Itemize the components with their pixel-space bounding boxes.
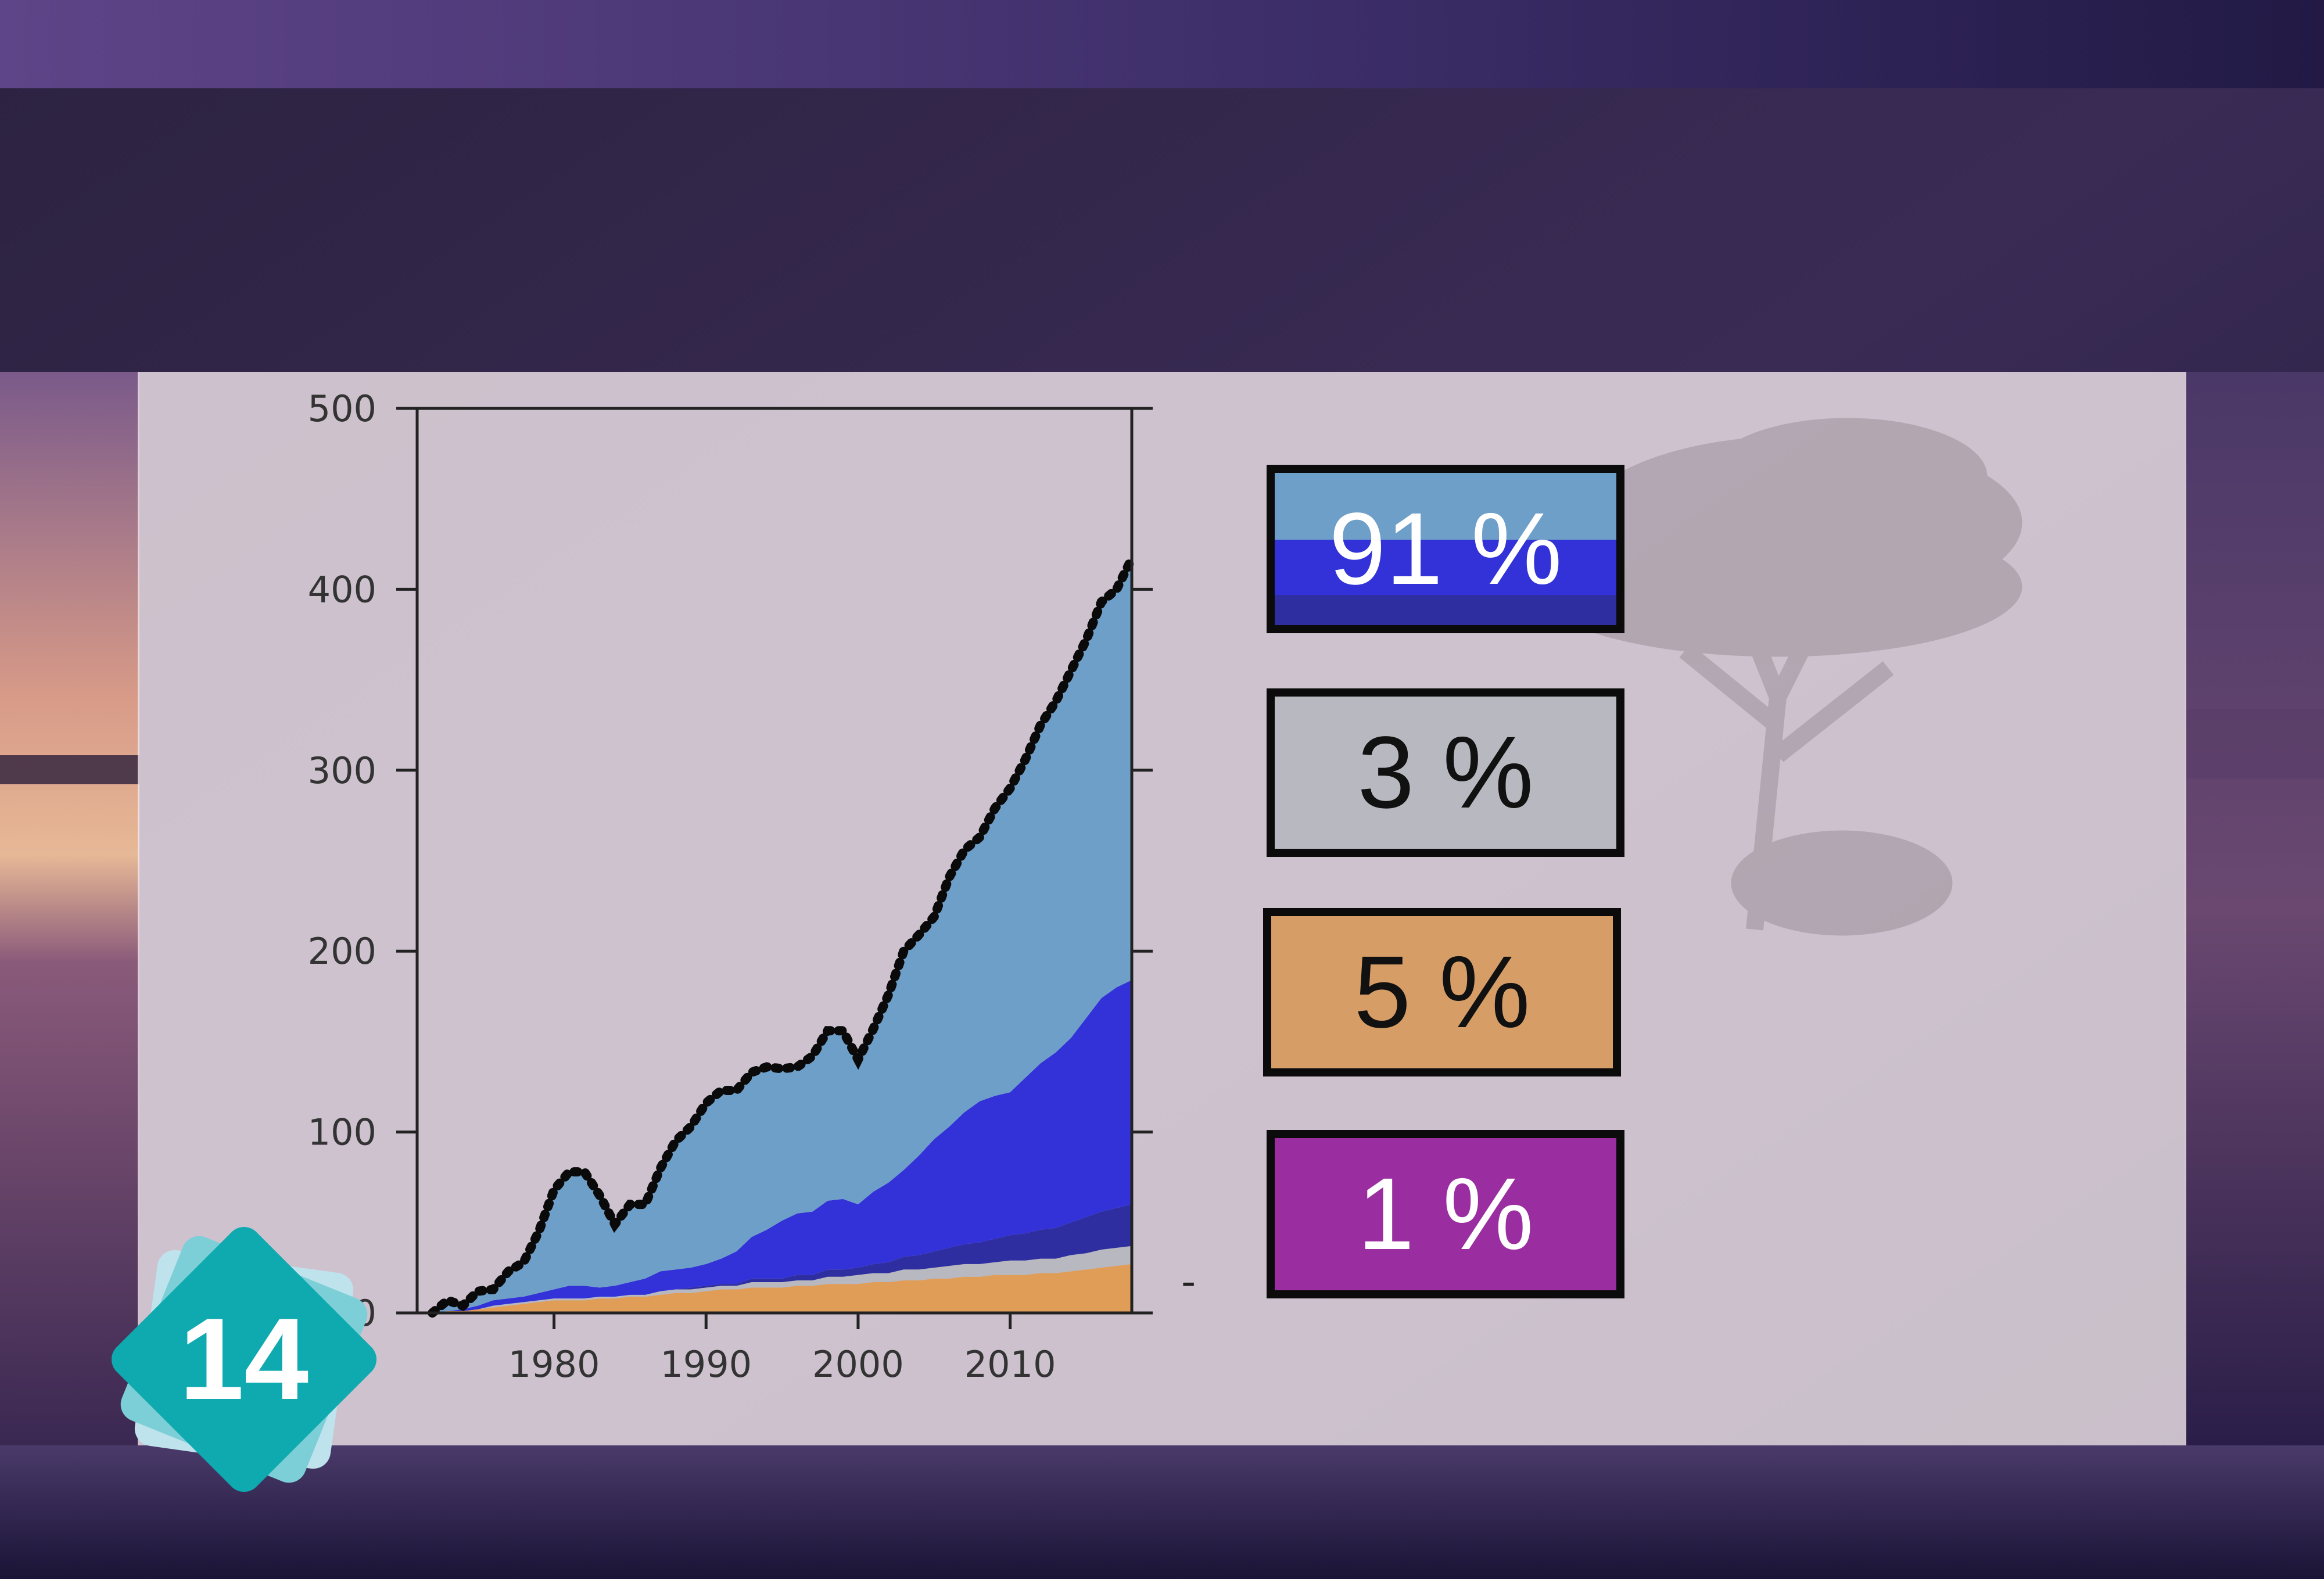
x-tick-label: 1990 [660, 1343, 752, 1386]
y-tick-label: 200 [308, 930, 376, 972]
badge-shape [112, 1227, 376, 1492]
chart-axes [415, 407, 1149, 1315]
area-series-3 [432, 980, 1132, 1313]
legend-label-purple: 1 % [1357, 1157, 1534, 1271]
tree-watermark [1533, 418, 2022, 936]
area-series-2 [432, 1204, 1132, 1313]
x-tick-label: 1980 [508, 1343, 600, 1386]
legend-swatch-blue-top [1275, 473, 1616, 540]
legend-item-grey: 3 % [1267, 688, 1624, 857]
chart-panel [138, 372, 2186, 1445]
area-series-4 [432, 558, 1132, 1314]
legend-swatch-blue-mid [1275, 540, 1616, 595]
y-tick-label: 400 [308, 568, 376, 611]
y-tick-label: 500 [308, 387, 376, 430]
slide-number-badge: 14 [81, 1197, 407, 1522]
legend-label-grey: 3 % [1357, 716, 1534, 830]
side-mark: - [1181, 1258, 1196, 1305]
x-tick-label: 2000 [812, 1343, 904, 1386]
legend-item-orange: 5 % [1263, 908, 1621, 1076]
area-series-1 [432, 1246, 1132, 1313]
area-series-0 [432, 1264, 1132, 1313]
y-tick-label: 300 [308, 749, 376, 792]
x-tick-label: 2010 [964, 1343, 1056, 1386]
y-tick-label: 100 [308, 1111, 376, 1154]
slide-number: 14 [179, 1294, 309, 1424]
legend-swatch-blue-bottom [1275, 594, 1616, 625]
legend-item-blue: 91 % [1267, 465, 1624, 633]
legend-item-purple: 1 % [1267, 1130, 1624, 1298]
total-dotted-line [428, 554, 1136, 1318]
legend-label-orange: 5 % [1354, 935, 1530, 1049]
legend-label-blue: 91 % [1329, 492, 1562, 606]
